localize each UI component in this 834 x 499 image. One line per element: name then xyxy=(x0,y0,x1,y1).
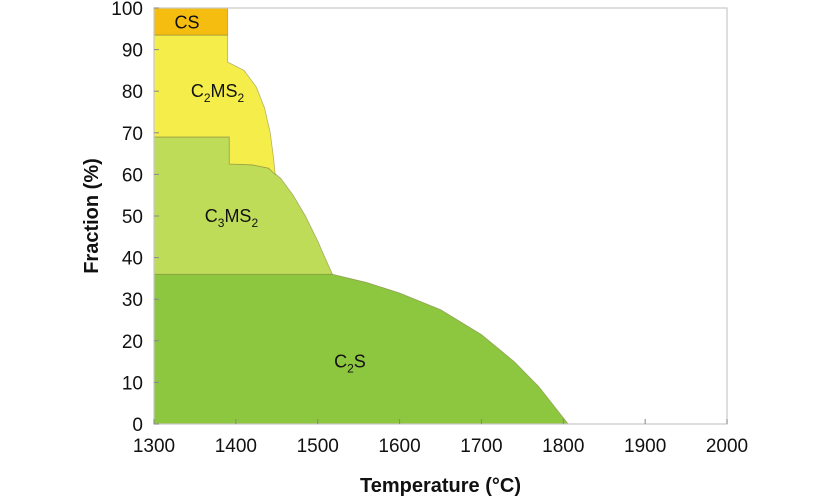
y-tick-label: 0 xyxy=(132,415,143,436)
y-tick-label: 40 xyxy=(122,249,143,270)
x-tick-label: 1600 xyxy=(378,436,420,457)
x-tick-label: 2000 xyxy=(706,436,748,457)
y-tick-label: 50 xyxy=(122,207,143,228)
x-tick-label: 1400 xyxy=(215,436,257,457)
region-c2s xyxy=(153,273,570,425)
x-tick-label: 1300 xyxy=(133,436,175,457)
y-tick-label: 80 xyxy=(122,82,143,103)
region-label-cs: CS xyxy=(174,13,199,33)
region-labels: C2S C3MS2 C2MS2 CS xyxy=(174,13,365,376)
x-tick-label: 1900 xyxy=(624,436,666,457)
y-tick-label: 100 xyxy=(111,0,143,20)
x-axis-title: Temperature (°C) xyxy=(360,475,521,497)
axis-ticks: 1300 1400 1500 1600 1700 1800 1900 2000 0 10 20 30 4… xyxy=(111,0,748,457)
phase-regions xyxy=(153,7,570,425)
x-tick-label: 1500 xyxy=(297,436,339,457)
region-label-c2s: C2S xyxy=(334,352,366,376)
y-tick-label: 10 xyxy=(122,373,143,394)
y-axis-title: Fraction (%) xyxy=(81,158,103,274)
y-tick-label: 90 xyxy=(122,41,143,62)
region-label-c3ms2: C3MS2 xyxy=(205,206,259,230)
region-label-c2ms2: C2MS2 xyxy=(191,81,245,105)
y-tick-label: 20 xyxy=(122,332,143,353)
region-c2ms2 xyxy=(153,34,276,176)
y-tick-label: 60 xyxy=(122,165,143,186)
y-tick-label: 30 xyxy=(122,290,143,311)
y-tick-label: 70 xyxy=(122,124,143,145)
x-tick-label: 1800 xyxy=(542,436,584,457)
x-tick-label: 1700 xyxy=(460,436,502,457)
